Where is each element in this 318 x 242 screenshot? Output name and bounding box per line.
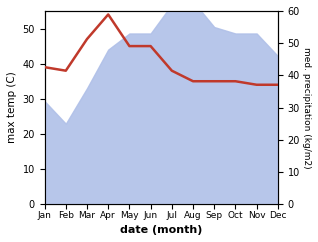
Y-axis label: max temp (C): max temp (C): [7, 72, 17, 144]
X-axis label: date (month): date (month): [120, 225, 203, 235]
Y-axis label: med. precipitation (kg/m2): med. precipitation (kg/m2): [302, 47, 311, 168]
